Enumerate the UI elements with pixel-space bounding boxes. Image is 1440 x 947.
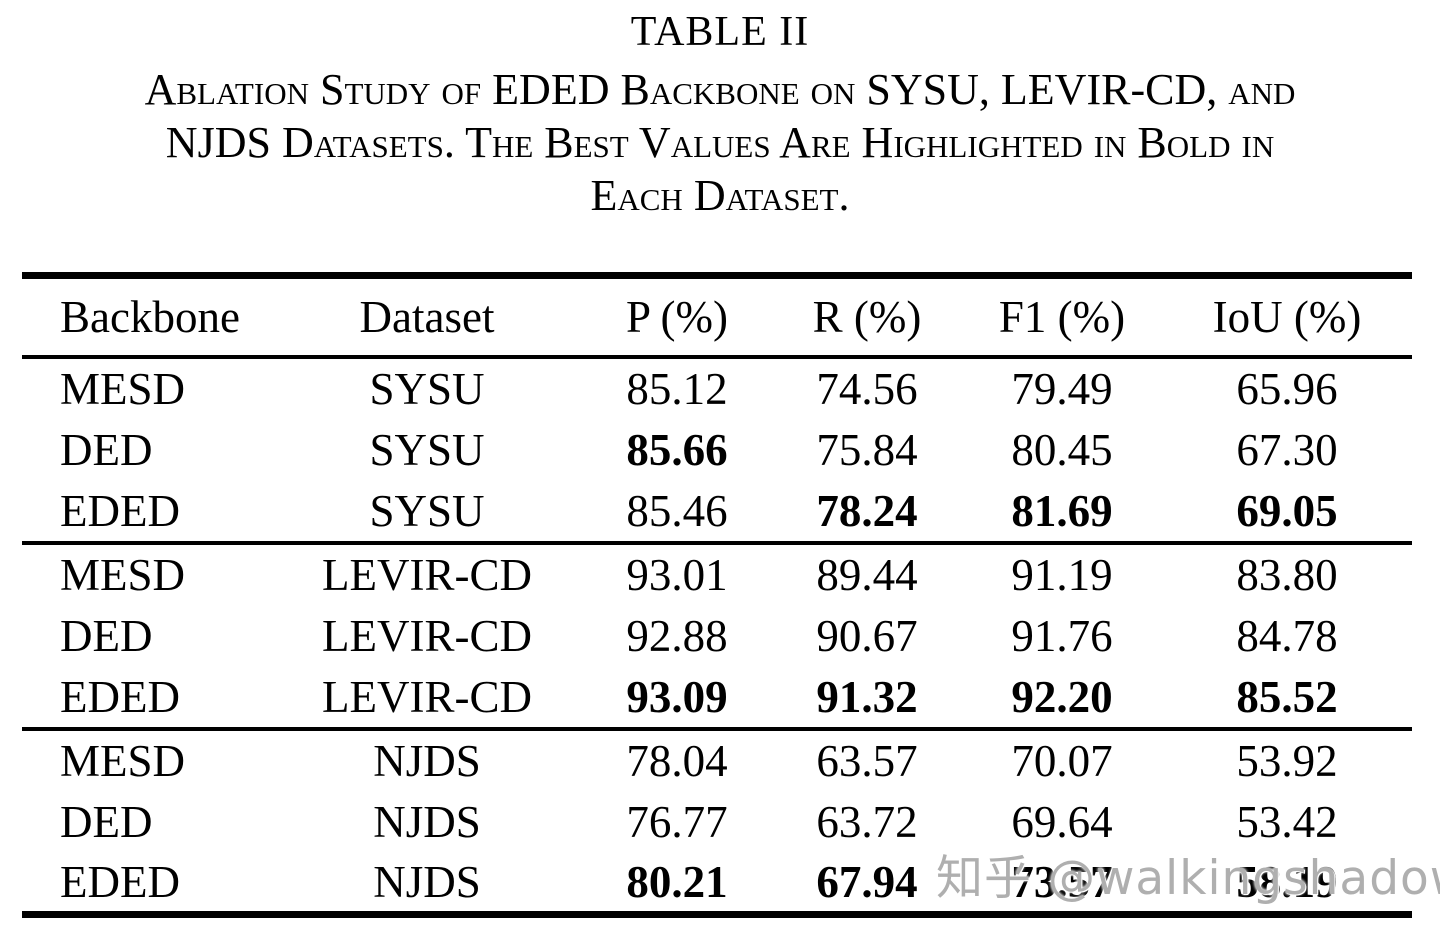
group-sysu: MESD SYSU 85.12 74.56 79.49 65.96 DED SY… [22,356,1412,543]
cell-iou: 83.80 [1236,549,1338,600]
table-caption: Ablation Study of EDED Backbone on SYSU,… [0,63,1440,222]
cell-backbone: DED [60,610,153,661]
cell-backbone: EDED [60,671,180,722]
cell-iou: 69.05 [1236,485,1338,536]
col-header-backbone: Backbone [60,291,240,342]
ablation-results-table: Backbone Dataset P (%) R (%) F1 (%) IoU … [22,272,1412,918]
caption-line: NJDS Datasets. The Best Values Are Highl… [165,118,1275,167]
table-row: DED SYSU 85.66 75.84 80.45 67.30 [22,419,1412,481]
cell-recall: 90.67 [816,610,918,661]
cell-precision: 78.04 [626,735,728,786]
cell-f1: 69.64 [1011,796,1113,847]
cell-iou: 67.30 [1236,424,1338,475]
table-row: MESD SYSU 85.12 74.56 79.49 65.96 [22,357,1412,419]
cell-iou: 85.52 [1236,671,1338,722]
cell-backbone: MESD [60,735,186,786]
cell-f1: 81.69 [1011,485,1113,536]
group-levir-cd: MESD LEVIR-CD 93.01 89.44 91.19 83.80 DE… [22,542,1412,729]
col-header-precision: P (%) [625,291,729,342]
col-header-iou: IoU (%) [1212,291,1362,342]
cell-backbone: EDED [60,485,180,536]
cell-backbone: DED [60,424,153,475]
cell-precision: 85.12 [626,363,728,414]
table-row: MESD NJDS 78.04 63.57 70.07 53.92 [22,729,1412,791]
cell-precision: 80.21 [626,856,728,907]
table-row: MESD LEVIR-CD 93.01 89.44 91.19 83.80 [22,543,1412,605]
cell-f1: 92.20 [1011,671,1113,722]
col-header-f1: F1 (%) [998,291,1126,342]
cell-dataset: SYSU [369,485,485,536]
cell-iou: 53.42 [1236,796,1338,847]
cell-backbone: DED [60,796,153,847]
cell-iou: 53.92 [1236,735,1338,786]
cell-dataset: NJDS [373,796,481,847]
table-row: DED NJDS 76.77 63.72 69.64 53.42 [22,791,1412,853]
cell-f1: 91.76 [1011,610,1113,661]
cell-iou: 65.96 [1236,363,1338,414]
cell-recall: 74.56 [816,363,918,414]
cell-f1: 73.57 [1011,856,1113,907]
cell-precision: 92.88 [626,610,728,661]
cell-f1: 91.19 [1011,549,1113,600]
col-header-recall: R (%) [812,291,922,342]
cell-dataset: LEVIR-CD [322,549,532,600]
cell-backbone: MESD [60,363,186,414]
cell-dataset: NJDS [373,856,481,907]
cell-iou: 58.19 [1236,856,1338,907]
cell-f1: 80.45 [1011,424,1113,475]
caption-line: Ablation Study of EDED Backbone on SYSU,… [144,65,1296,114]
cell-recall: 63.72 [816,796,918,847]
cell-recall: 63.57 [816,735,918,786]
cell-precision: 85.66 [626,424,728,475]
cell-dataset: SYSU [369,363,485,414]
cell-dataset: LEVIR-CD [322,610,532,661]
cell-recall: 91.32 [816,671,918,722]
table-row: EDED NJDS 80.21 67.94 73.57 58.19 [22,853,1412,915]
col-header-dataset: Dataset [359,291,495,342]
table-row: EDED LEVIR-CD 93.09 91.32 92.20 85.52 [22,667,1412,729]
table-title: TABLE II [630,9,810,55]
zhihu-watermark: 知乎 @walkingshadow [936,851,1440,906]
cell-recall: 67.94 [816,856,918,907]
cell-precision: 85.46 [626,485,728,536]
cell-precision: 93.01 [626,549,728,600]
cell-backbone: MESD [60,549,186,600]
cell-recall: 78.24 [816,485,918,536]
cell-backbone: EDED [60,856,180,907]
cell-dataset: SYSU [369,424,485,475]
cell-recall: 89.44 [816,549,918,600]
table-head: Backbone Dataset P (%) R (%) F1 (%) IoU … [22,276,1412,357]
cell-iou: 84.78 [1236,610,1338,661]
cell-recall: 75.84 [816,424,918,475]
table-header-block: TABLE II Ablation Study of EDED Backbone… [0,8,1440,222]
table-row: EDED SYSU 85.46 78.24 81.69 69.05 [22,481,1412,543]
header-row: Backbone Dataset P (%) R (%) F1 (%) IoU … [22,276,1412,357]
table-row: DED LEVIR-CD 92.88 90.67 91.76 84.78 [22,605,1412,667]
cell-f1: 79.49 [1011,363,1113,414]
cell-dataset: LEVIR-CD [322,671,532,722]
cell-precision: 93.09 [626,671,728,722]
group-njds: MESD NJDS 78.04 63.57 70.07 53.92 DED NJ… [22,728,1412,915]
caption-line: Each Dataset. [590,171,850,220]
cell-precision: 76.77 [626,796,728,847]
cell-dataset: NJDS [373,735,481,786]
cell-f1: 70.07 [1011,735,1113,786]
